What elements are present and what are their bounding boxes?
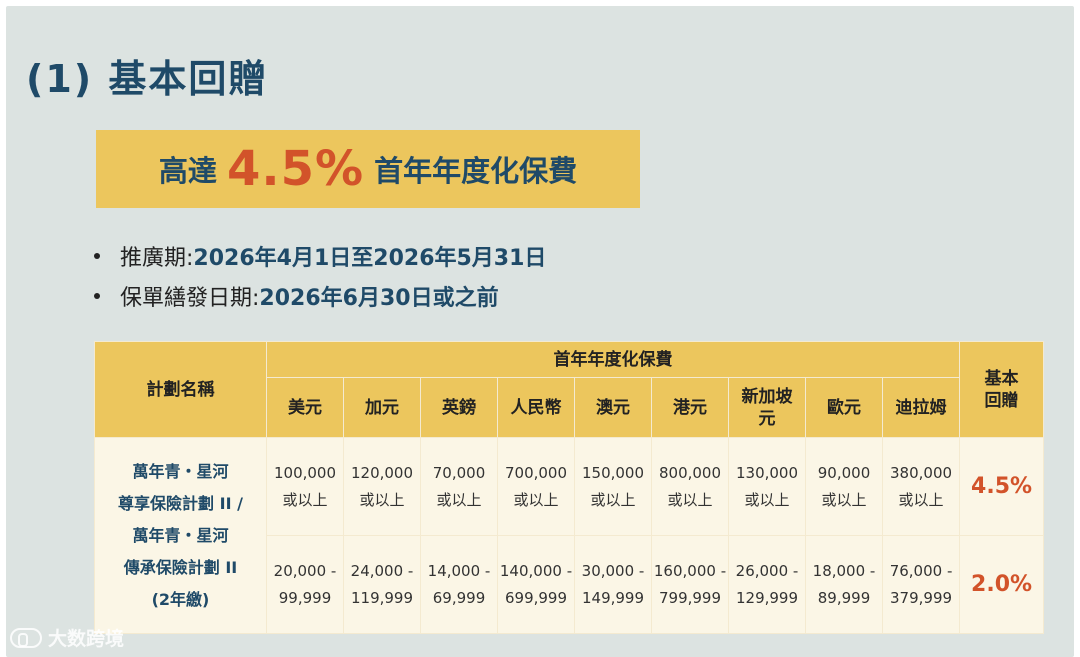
rebate-header-line: 基本: [984, 368, 1019, 389]
premium-cell-line: 26,000 -: [735, 561, 799, 580]
currency-header: 澳元: [574, 377, 652, 438]
premium-cell: 140,000 - 699,999: [497, 535, 575, 634]
premium-cell: 70,000 或以上: [420, 437, 498, 536]
premium-cell-line: 或以上: [282, 490, 328, 509]
watermark-text: 大数跨境: [48, 628, 125, 650]
banner-percent: 4.5%: [226, 141, 365, 197]
premium-cell: 24,000 - 119,999: [343, 535, 421, 634]
bullet-value: 2026年4月1日至2026年5月31日: [193, 246, 547, 271]
section-heading: (1) 基本回贈: [26, 57, 269, 101]
plan-name-line: 尊享保險計劃 II /: [118, 493, 243, 513]
premium-cell: 130,000 或以上: [728, 437, 806, 536]
premium-cell: 18,000 - 89,999: [805, 535, 883, 634]
rebate-table: 計劃名稱 首年年度化保費 基本 回贈 美元 加元 英鎊 人民幣 澳元 港元 新加坡元歐元 迪拉…: [94, 341, 1045, 634]
premium-cell-line: 160,000 -: [653, 561, 727, 580]
premium-cell-line: 或以上: [667, 490, 713, 509]
watermark: 大数跨境: [10, 624, 124, 651]
plan-header: 計劃名稱: [94, 341, 267, 438]
rebate-header-line: 回贈: [984, 390, 1019, 411]
premium-cell: 90,000 或以上: [805, 437, 883, 536]
premium-cell: 14,000 - 69,999: [420, 535, 498, 634]
premium-cell-line: 100,000: [273, 463, 337, 482]
premium-cell: 800,000 或以上: [651, 437, 729, 536]
premium-cell: 30,000 - 149,999: [574, 535, 652, 634]
bullet-label: 保單繕發日期:: [120, 286, 260, 311]
premium-cell-line: 69,999: [432, 588, 486, 607]
premium-cell-line: 24,000 -: [350, 561, 414, 580]
bullet-list: 推廣期: 2026年4月1日至2026年5月31日 保單繕發日期: 2026年6…: [94, 236, 546, 316]
premium-cell-line: 或以上: [590, 490, 636, 509]
premium-cell-line: 或以上: [744, 490, 790, 509]
premium-cell: 100,000 或以上: [266, 437, 344, 536]
bullet-value: 2026年6月30日或之前: [259, 286, 499, 311]
currency-header: 歐元: [805, 377, 883, 438]
premium-cell-line: 或以上: [898, 490, 944, 509]
premium-cell-line: 70,000: [432, 463, 486, 482]
banner-suffix: 首年年度化保費: [374, 154, 578, 188]
premium-cell: 20,000 - 99,999: [266, 535, 344, 634]
premium-cell-line: 379,999: [890, 588, 953, 607]
premium-cell-line: 799,999: [658, 588, 722, 607]
rebate-value: 4.5%: [959, 437, 1045, 536]
premium-cell-line: 20,000 -: [273, 561, 337, 580]
plan-name-line: 萬年青・星河: [132, 461, 229, 481]
premium-cell-line: 76,000 -: [889, 561, 953, 580]
premium-cell-line: 99,999: [278, 588, 332, 607]
premium-cell-line: 89,999: [817, 588, 871, 607]
premium-cell: 26,000 - 129,999: [728, 535, 806, 634]
plan-name-line: 萬年青・星河: [132, 525, 229, 545]
premium-cell-line: 120,000: [350, 463, 414, 482]
currency-header: 人民幣: [497, 377, 575, 438]
bullet-dot: [94, 253, 100, 259]
currency-header: 英鎊: [420, 377, 498, 438]
premium-cell: 150,000 或以上: [574, 437, 652, 536]
premium-cell-line: 14,000 -: [427, 561, 491, 580]
premium-cell-line: 或以上: [513, 490, 559, 509]
plan-name-line: 傳承保險計劃 II: [123, 557, 238, 577]
premium-cell-line: 或以上: [821, 490, 867, 509]
premium-cell-line: 119,999: [350, 588, 414, 607]
premium-cell: 380,000 或以上: [881, 437, 961, 536]
plan-name-line: (2年繳): [151, 589, 210, 609]
premium-cell-line: 150,000: [581, 463, 645, 482]
bullet-label: 推廣期:: [120, 246, 194, 271]
premium-cell-line: 699,999: [504, 588, 568, 607]
premium-header: 首年年度化保費: [265, 341, 961, 378]
currency-header: 迪拉姆: [881, 377, 961, 438]
plan-name-cell: 萬年青・星河 尊享保險計劃 II / 萬年青・星河 傳承保險計劃 II (2年繳): [94, 437, 267, 634]
premium-cell-line: 149,999: [581, 588, 645, 607]
premium-cell-line: 130,000: [735, 463, 799, 482]
currency-header: 新加坡元: [728, 377, 806, 438]
rebate-value: 2.0%: [959, 535, 1045, 634]
premium-cell-line: 140,000 -: [499, 561, 573, 580]
premium-cell-line: 30,000 -: [581, 561, 645, 580]
premium-cell: 120,000 或以上: [343, 437, 421, 536]
currency-header: 加元: [343, 377, 421, 438]
premium-cell-line: 或以上: [359, 490, 405, 509]
bullet-issue-date: 保單繕發日期: 2026年6月30日或之前: [94, 276, 546, 316]
premium-cell-line: 18,000 -: [812, 561, 876, 580]
currency-header: 港元: [651, 377, 729, 438]
currency-header-line: 元: [758, 408, 776, 429]
premium-cell-line: 800,000: [658, 463, 722, 482]
currency-header: 美元: [266, 377, 344, 438]
premium-cell-line: 129,999: [735, 588, 799, 607]
premium-cell-line: 90,000: [817, 463, 871, 482]
bullet-dot: [94, 293, 100, 299]
bullet-promo-period: 推廣期: 2026年4月1日至2026年5月31日: [94, 236, 546, 276]
watermark-logo-icon: [10, 627, 42, 648]
premium-cell: 76,000 - 379,999: [881, 535, 961, 634]
premium-cell: 700,000 或以上: [497, 437, 575, 536]
premium-cell-line: 380,000: [890, 463, 953, 482]
premium-cell: 160,000 - 799,999: [651, 535, 729, 634]
premium-cell-line: 700,000: [504, 463, 568, 482]
rebate-banner: 高達 4.5% 首年年度化保費: [96, 130, 640, 208]
currency-header-line: 新加坡: [741, 386, 793, 407]
premium-cell-line: 或以上: [436, 490, 482, 509]
rebate-header: 基本 回贈: [959, 341, 1045, 438]
banner-prefix: 高達: [158, 154, 217, 188]
